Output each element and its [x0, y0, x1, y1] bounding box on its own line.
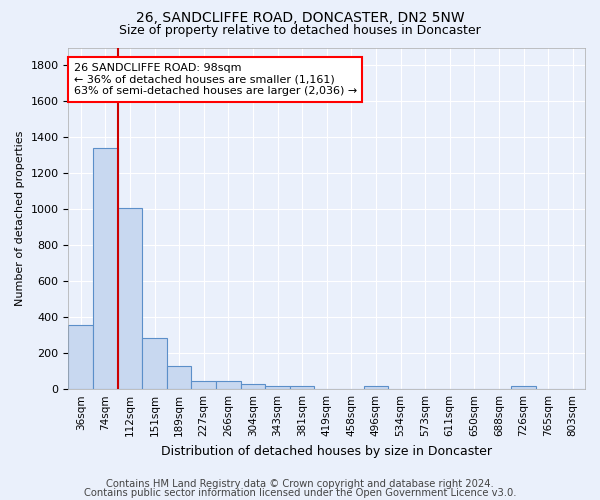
Y-axis label: Number of detached properties: Number of detached properties — [15, 130, 25, 306]
Bar — [191, 382, 216, 389]
Bar — [118, 208, 142, 389]
Bar — [364, 386, 388, 389]
Bar — [93, 148, 118, 389]
Bar — [290, 386, 314, 389]
Bar — [68, 326, 93, 389]
Text: Size of property relative to detached houses in Doncaster: Size of property relative to detached ho… — [119, 24, 481, 37]
Bar — [265, 386, 290, 389]
Bar — [241, 384, 265, 389]
Text: Contains HM Land Registry data © Crown copyright and database right 2024.: Contains HM Land Registry data © Crown c… — [106, 479, 494, 489]
Bar — [167, 366, 191, 389]
Bar — [216, 382, 241, 389]
Bar — [511, 386, 536, 389]
Text: 26, SANDCLIFFE ROAD, DONCASTER, DN2 5NW: 26, SANDCLIFFE ROAD, DONCASTER, DN2 5NW — [136, 11, 464, 25]
X-axis label: Distribution of detached houses by size in Doncaster: Distribution of detached houses by size … — [161, 444, 492, 458]
Text: Contains public sector information licensed under the Open Government Licence v3: Contains public sector information licen… — [84, 488, 516, 498]
Text: 26 SANDCLIFFE ROAD: 98sqm
← 36% of detached houses are smaller (1,161)
63% of se: 26 SANDCLIFFE ROAD: 98sqm ← 36% of detac… — [74, 63, 357, 96]
Bar — [142, 338, 167, 389]
